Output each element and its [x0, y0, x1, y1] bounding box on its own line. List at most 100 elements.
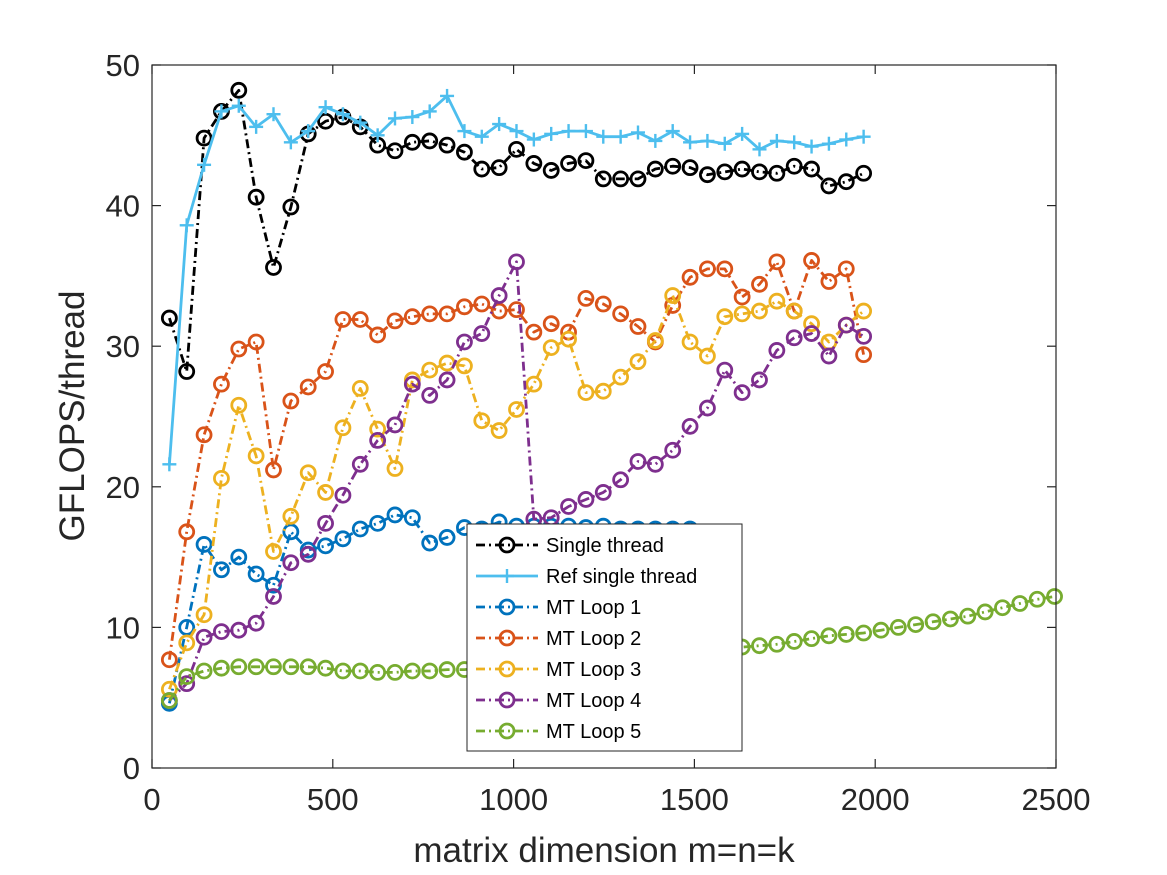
data-point [230, 548, 248, 566]
data-point [855, 302, 873, 320]
data-point [247, 188, 265, 206]
data-point [282, 507, 300, 525]
data-point [751, 275, 768, 293]
data-point [317, 514, 334, 532]
data-point [717, 136, 732, 151]
data-point [213, 561, 230, 579]
data-point [526, 132, 541, 147]
data-point [440, 88, 455, 103]
data-point [473, 160, 491, 178]
data-point [837, 260, 855, 278]
data-point [213, 623, 230, 641]
data-point [421, 662, 439, 680]
data-point [508, 301, 525, 319]
data-point [178, 363, 196, 380]
data-point [751, 637, 768, 655]
data-point [299, 464, 317, 482]
data-point [179, 218, 194, 233]
data-point [716, 361, 734, 379]
data-point [195, 129, 213, 147]
data-point [646, 332, 664, 349]
data-point [403, 375, 421, 393]
data-point [803, 325, 820, 342]
data-point [803, 252, 820, 269]
data-point [785, 633, 803, 650]
data-point [751, 302, 768, 320]
data-point [820, 627, 838, 645]
data-point [542, 162, 560, 179]
data-point [699, 347, 716, 365]
data-point [508, 401, 525, 418]
data-point [629, 353, 647, 371]
data-point [837, 316, 855, 334]
data-point [386, 663, 404, 681]
y-axis-label: GFLOPS/thread [53, 291, 92, 542]
data-point [578, 124, 593, 139]
data-point [821, 136, 836, 151]
data-point [160, 651, 178, 669]
series-ref-single-thread [162, 88, 871, 472]
data-point [525, 323, 543, 341]
data-point [872, 621, 890, 639]
data-point [456, 333, 473, 351]
data-point [733, 160, 751, 178]
data-point [213, 659, 230, 677]
data-point [438, 305, 456, 323]
legend-swatch-marker [498, 536, 516, 554]
data-point [733, 288, 751, 306]
x-tick-label: 0 [143, 782, 160, 817]
data-point [629, 170, 647, 188]
data-point [195, 662, 213, 680]
data-point [473, 295, 491, 313]
data-point [265, 461, 282, 479]
data-point [768, 342, 786, 359]
data-point [334, 419, 352, 437]
data-point [249, 119, 264, 134]
data-point [856, 129, 871, 144]
data-point [733, 305, 751, 323]
data-point [785, 157, 803, 175]
data-point [301, 124, 316, 139]
data-point [230, 81, 248, 99]
data-point [474, 129, 489, 144]
data-point [334, 662, 352, 680]
data-point [525, 375, 543, 393]
legend-swatch-marker [498, 598, 516, 616]
data-point [386, 506, 404, 524]
data-point [768, 635, 786, 653]
data-point [683, 135, 698, 150]
data-point [369, 663, 387, 681]
legend-swatch-marker [500, 569, 514, 583]
data-point [509, 124, 524, 139]
data-point [959, 607, 977, 625]
data-point [299, 658, 317, 676]
data-point [751, 163, 768, 181]
data-point [334, 486, 352, 504]
data-point [785, 302, 803, 320]
legend-label: MT Loop 3 [546, 659, 641, 681]
y-tick-label: 0 [123, 751, 140, 786]
x-tick-label: 2000 [841, 782, 910, 817]
data-point [646, 160, 664, 178]
data-point [317, 363, 334, 380]
data-point [403, 133, 421, 151]
data-point [976, 603, 994, 621]
data-point [265, 259, 282, 276]
data-point [577, 289, 595, 307]
data-point [473, 412, 491, 430]
data-point [490, 302, 508, 320]
legend-label: MT Loop 5 [546, 721, 641, 743]
data-point [664, 287, 682, 304]
data-point [613, 129, 628, 144]
data-point [837, 173, 855, 191]
data-point [438, 661, 456, 678]
data-point [542, 315, 560, 333]
y-tick-label: 20 [106, 470, 140, 505]
series-mt-loop-4 [160, 253, 873, 709]
data-point [230, 340, 248, 358]
legend: Single thread Ref single thread MT Loop 1 M… [466, 523, 743, 752]
data-point [664, 157, 682, 175]
data-point [699, 166, 716, 184]
legend-label: MT Loop 2 [546, 628, 641, 650]
